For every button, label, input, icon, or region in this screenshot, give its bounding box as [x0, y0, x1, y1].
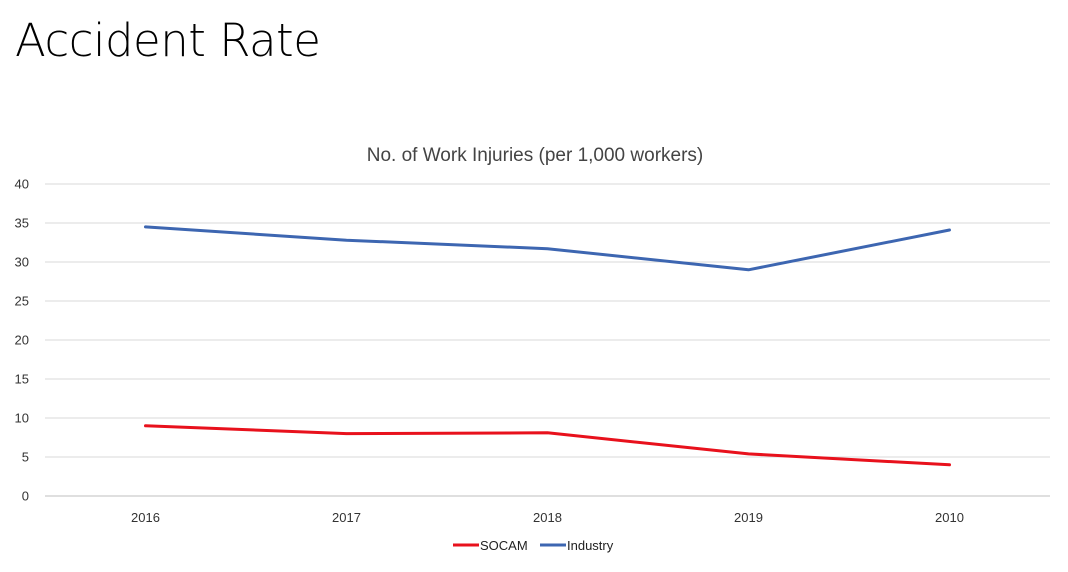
chart-title: No. of Work Injuries (per 1,000 workers) — [367, 145, 704, 166]
x-tick-label: 2010 — [935, 510, 964, 525]
y-tick-label: 40 — [15, 177, 29, 192]
x-tick-label: 2019 — [734, 510, 763, 525]
y-tick-label: 35 — [15, 216, 29, 231]
legend-label: Industry — [567, 538, 614, 553]
legend-item-industry: Industry — [540, 538, 614, 553]
y-tick-label: 30 — [15, 255, 29, 270]
y-axis-tick-labels: 0 5 10 15 20 25 30 35 40 — [15, 177, 29, 504]
y-tick-label: 25 — [15, 294, 29, 309]
x-tick-label: 2018 — [533, 510, 562, 525]
series-line-industry — [144, 225, 951, 272]
y-tick-label: 20 — [15, 333, 29, 348]
legend-label: SOCAM — [480, 538, 528, 553]
x-tick-label: 2016 — [131, 510, 160, 525]
x-tick-label: 2017 — [332, 510, 361, 525]
legend: SOCAM Industry — [453, 538, 614, 553]
series-lines — [144, 225, 951, 467]
y-tick-label: 0 — [22, 489, 29, 504]
y-tick-label: 5 — [22, 450, 29, 465]
slide-title: Accident Rate — [15, 14, 321, 67]
y-tick-label: 10 — [15, 411, 29, 426]
gridlines — [45, 183, 1050, 497]
series-line-socam — [144, 424, 951, 467]
x-axis-tick-labels: 2016 2017 2018 2019 2010 — [131, 510, 964, 525]
legend-item-socam: SOCAM — [453, 538, 528, 553]
y-tick-label: 15 — [15, 372, 29, 387]
